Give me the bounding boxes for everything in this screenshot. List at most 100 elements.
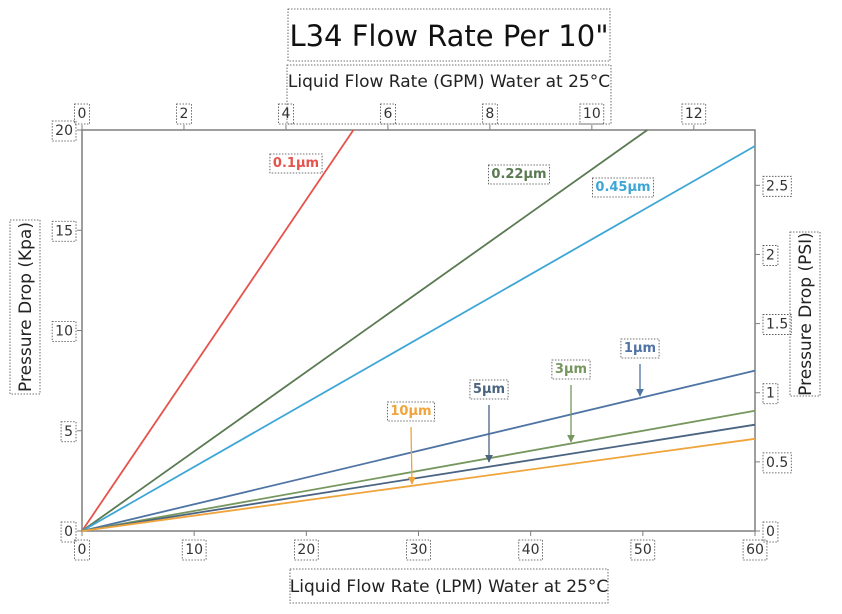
- series-label-2-box: [592, 177, 654, 198]
- x-bottom-tick-label: 40: [518, 539, 543, 561]
- series-line-2: [81, 145, 756, 532]
- series-label-5: 5µm: [469, 379, 509, 400]
- series-label-6: 10µm: [386, 401, 436, 422]
- x-bottom-tick-label-box: [630, 539, 656, 561]
- x-top-tick-label-text: 2: [180, 106, 189, 122]
- x-top-tick-label-box: [482, 103, 498, 125]
- y-left-tick-label: 20: [51, 120, 77, 142]
- x-top-tick-label-text: 12: [685, 106, 703, 122]
- y-left-tick-label-text: 20: [55, 123, 73, 139]
- axis-ticks: 0 10 20 30 40 50 600 2 4 6 8 10 120510152000.511.522…: [51, 103, 792, 561]
- x-top-tick-label-text: 8: [485, 106, 494, 122]
- y-left-tick-label-text: 0: [64, 524, 73, 540]
- x-bottom-tick-label-text: 0: [78, 542, 87, 558]
- series-label-3: 1µm: [620, 338, 660, 359]
- series-line-4: [81, 409, 756, 532]
- right-axis-title: Pressure Drop (PSI): [796, 232, 816, 396]
- x-top-tick-label: 0: [74, 103, 90, 125]
- y-right-tick-label-text: 2.5: [766, 178, 788, 194]
- x-bottom-tick-label-text: 60: [746, 542, 764, 558]
- y-left-tick-label: 10: [51, 321, 77, 342]
- series-label-4-box: [551, 359, 591, 380]
- y-right-tick-label-text: 0.5: [766, 455, 788, 471]
- series-label-0-text: 0.1µm: [273, 156, 319, 171]
- y-right-tick-label-box: [762, 245, 779, 266]
- x-bottom-tick-label-text: 30: [410, 542, 428, 558]
- y-left-tick-label-text: 10: [55, 324, 73, 340]
- x-bottom-tick-label: 0: [74, 539, 90, 561]
- y-left-tick-label-box: [51, 220, 77, 242]
- series-label-3-box: [620, 338, 660, 359]
- series-label-5-box: [469, 379, 509, 400]
- series-lines: [81, 129, 756, 532]
- x-bottom-tick-label-text: 40: [522, 542, 540, 558]
- series-labels: 0.1µm 0.22µm 0.45µm 1µm 3µm 5µm 10µm: [269, 153, 660, 485]
- y-left-tick-label-box: [60, 421, 77, 443]
- series-line-5: [81, 423, 756, 532]
- series-line-1: [81, 129, 648, 532]
- y-right-tick-label: 1: [762, 383, 779, 405]
- chart-title: L34 Flow Rate Per 10": [289, 19, 608, 53]
- y-left-tick-label: 5: [60, 421, 77, 443]
- x-bottom-tick-label-text: 10: [185, 542, 203, 558]
- x-top-tick-label-box: [176, 103, 192, 125]
- y-left-tick-label-text: 15: [55, 223, 73, 239]
- series-label-arrow-6: [407, 426, 416, 485]
- x-bottom-tick-label-box: [518, 539, 543, 561]
- x-top-tick-label: 2: [176, 103, 192, 125]
- x-bottom-tick-label: 50: [630, 539, 656, 561]
- y-right-tick-label-text: 1: [766, 386, 775, 402]
- y-right-tick-label-box: [762, 383, 779, 405]
- top-axis-title: Liquid Flow Rate (GPM) Water at 25°C: [288, 72, 610, 92]
- x-top-tick-label-text: 6: [383, 106, 392, 122]
- x-bottom-tick-label-box: [742, 539, 768, 561]
- series-label-1-text: 0.22µm: [491, 167, 546, 182]
- x-top-tick-label: 12: [681, 103, 707, 125]
- y-right-tick-label-text: 2: [766, 247, 775, 263]
- x-bottom-tick-label-box: [74, 539, 90, 561]
- y-right-tick-label: 1.5: [762, 314, 792, 335]
- series-label-4-text: 3µm: [555, 362, 587, 377]
- series-label-2-text: 0.45µm: [595, 180, 650, 195]
- x-top-tick-label: 10: [579, 103, 605, 125]
- x-bottom-tick-label-box: [294, 539, 319, 561]
- series-label-1: 0.22µm: [488, 164, 550, 185]
- y-right-tick-label: 0: [762, 521, 779, 543]
- x-bottom-tick-label: 60: [742, 539, 768, 561]
- y-right-tick-label: 2.5: [762, 175, 792, 197]
- x-top-tick-label: 6: [380, 103, 396, 125]
- x-top-tick-label-box: [681, 103, 707, 125]
- y-left-tick-label-box: [51, 321, 77, 342]
- x-top-tick-label: 4: [278, 103, 294, 125]
- y-right-tick-label-text: 1.5: [766, 317, 788, 333]
- series-label-2: 0.45µm: [592, 177, 654, 198]
- series-label-5-text: 5µm: [473, 382, 505, 397]
- x-bottom-tick-label-text: 20: [297, 542, 315, 558]
- y-left-tick-label: 0: [60, 521, 77, 543]
- x-top-tick-label-box: [579, 103, 605, 125]
- x-top-tick-label-box: [74, 103, 90, 125]
- series-line-0: [81, 129, 355, 532]
- series-label-6-text: 10µm: [390, 404, 431, 419]
- y-left-tick-label: 15: [51, 220, 77, 242]
- x-bottom-tick-label-text: 50: [634, 542, 652, 558]
- x-bottom-tick-label: 20: [294, 539, 319, 561]
- left-axis-title: Pressure Drop (Kpa): [16, 222, 36, 392]
- x-top-tick-label-box: [380, 103, 396, 125]
- y-right-tick-label: 2: [762, 245, 779, 266]
- x-top-tick-label-text: 4: [281, 106, 290, 122]
- series-label-0-box: [269, 153, 323, 174]
- x-top-tick-label-box: [278, 103, 294, 125]
- series-label-1-box: [488, 164, 550, 185]
- x-bottom-tick-label-box: [406, 539, 431, 561]
- x-top-tick-label: 8: [482, 103, 498, 125]
- series-line-3: [81, 369, 756, 532]
- x-top-tick-label-text: 0: [78, 106, 87, 122]
- y-right-tick-label-box: [762, 521, 779, 543]
- y-left-tick-label-box: [60, 521, 77, 543]
- series-label-4: 3µm: [551, 359, 591, 380]
- x-bottom-tick-label: 10: [181, 539, 207, 561]
- y-left-tick-label-text: 5: [64, 424, 73, 440]
- y-right-tick-label: 0.5: [762, 452, 792, 474]
